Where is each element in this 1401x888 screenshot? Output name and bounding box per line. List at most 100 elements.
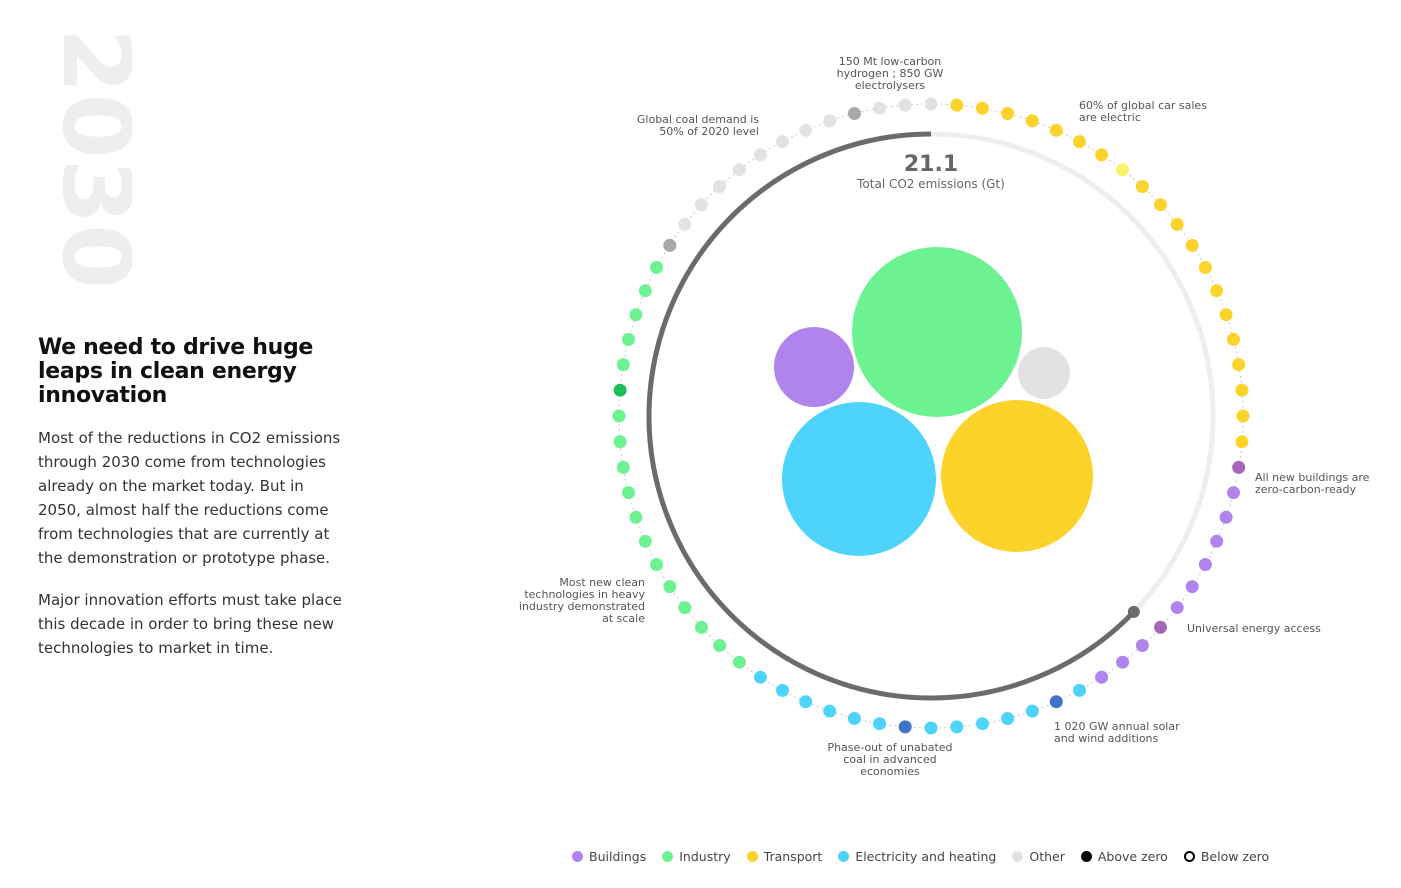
timeline-dot [1025, 114, 1039, 128]
timeline-dot [713, 180, 727, 193]
legend-swatch [746, 851, 758, 862]
milestone-label: 60% of global car sales are electric [1079, 99, 1207, 124]
timeline-dot [678, 601, 692, 615]
milestone-label: Most new clean technologies in heavy indus… [519, 576, 646, 625]
bubble-other [1018, 347, 1070, 399]
timeline-dot [1116, 163, 1130, 177]
timeline-dot [1154, 198, 1167, 212]
timeline-dot [1227, 486, 1240, 500]
timeline-dot [1049, 695, 1063, 709]
timeline-dot [1025, 704, 1039, 718]
timeline-dot [950, 98, 964, 112]
legend: Buildings Industry Transport Electricity an… [572, 849, 1269, 864]
radial-chart: 150 Mt low-carbon hydrogen ; 850 GW electr… [519, 55, 1370, 778]
milestone-label: Universal energy access [1187, 622, 1321, 635]
label-layer: 150 Mt low-carbon hydrogen ; 850 GW electr… [519, 55, 1370, 778]
timeline-dot [622, 486, 635, 500]
timeline-dot [622, 332, 635, 346]
timeline-dot [776, 135, 789, 149]
timeline-dot [1235, 383, 1249, 397]
timeline-dot [1232, 358, 1246, 372]
ring-layer [646, 131, 1216, 701]
timeline-dot [1135, 180, 1149, 193]
timeline-dot [753, 670, 767, 684]
timeline-dot [1135, 639, 1149, 652]
timeline-dot [873, 717, 887, 731]
timeline-dot [650, 558, 664, 571]
timeline-dot [1185, 238, 1199, 252]
timeline-dot [924, 721, 938, 735]
legend-label: Electricity and heating [855, 849, 997, 864]
timeline-dot [898, 98, 912, 112]
timeline-dot [1170, 217, 1184, 231]
timeline-dot [1219, 510, 1233, 524]
timeline-dot [732, 655, 746, 669]
timeline-dot [695, 198, 708, 212]
legend-swatch [1012, 851, 1024, 862]
timeline-dot [1001, 712, 1015, 725]
legend-item: Transport [746, 849, 823, 864]
legend-item: Below zero [1183, 849, 1270, 864]
timeline-dot [847, 107, 861, 120]
legend-item: Other [1012, 849, 1065, 864]
legend-swatch [662, 851, 674, 862]
timeline-dot [629, 308, 643, 322]
timeline-dot [638, 534, 652, 548]
timeline-dot [1073, 135, 1086, 149]
timeline-dot [638, 284, 652, 298]
legend-item: Electricity and heating [838, 849, 996, 864]
total-label: Total CO2 emissions (Gt) [856, 177, 1005, 191]
timeline-dot [613, 383, 627, 397]
legend-swatch [572, 851, 583, 862]
timeline-dot [1219, 308, 1233, 322]
milestone-label: Phase-out of unabated coal in advanced eco… [827, 741, 952, 778]
timeline-dot [663, 238, 677, 252]
timeline-dot [950, 720, 964, 734]
progress-arc [646, 131, 1136, 701]
timeline-dot [799, 123, 813, 137]
timeline-dot [616, 358, 630, 372]
bubble-electricity-and-heating [782, 402, 936, 556]
legend-label: Above zero [1097, 849, 1168, 864]
paragraph-2: Major innovation efforts must take place… [38, 591, 342, 657]
milestone-label: Global coal demand is 50% of 2020 level [637, 113, 759, 138]
legend-label: Other [1029, 849, 1065, 864]
paragraph-1: Most of the reductions in CO2 emissions … [38, 429, 341, 567]
intro-panel: We need to drive huge leaps in clean ene… [38, 336, 343, 678]
timeline-dot [753, 148, 767, 162]
timeline-dot [1116, 655, 1130, 669]
legend-label: Industry [679, 849, 731, 864]
timeline-dot [847, 712, 861, 725]
legend-label: Transport [763, 849, 823, 864]
timeline-dot [678, 217, 692, 231]
timeline-dot [695, 620, 708, 634]
timeline-dot [873, 101, 887, 115]
milestone-label: All new buildings are zero-carbon-ready [1255, 471, 1370, 496]
milestone-label: 1 020 GW annual solar and wind additions [1054, 720, 1180, 745]
timeline-dot [799, 695, 813, 709]
timeline-dot [1170, 601, 1184, 615]
timeline-dot [924, 97, 938, 111]
timeline-dot [975, 101, 989, 115]
timeline-dot [1198, 558, 1212, 571]
legend-swatch [838, 851, 850, 862]
bubble-buildings [774, 327, 854, 407]
timeline-dot [1198, 261, 1212, 274]
bubble-industry [852, 247, 1022, 417]
timeline-dot [776, 683, 789, 697]
timeline-dot [1095, 670, 1109, 684]
timeline-dot [1073, 683, 1086, 697]
legend-label: Below zero [1200, 849, 1270, 864]
timeline-dot [732, 163, 746, 177]
bubble-transport [941, 400, 1093, 552]
legend-item: Buildings [572, 849, 646, 864]
timeline-dot [616, 460, 630, 474]
timeline-dot [823, 114, 837, 128]
legend-swatch [1183, 851, 1195, 862]
timeline-dot [1185, 580, 1199, 594]
timeline-dot [613, 435, 627, 449]
timeline-dot [650, 261, 664, 274]
timeline-dot [1001, 107, 1015, 120]
headline: We need to drive huge leaps in clean ene… [38, 335, 314, 408]
legend-item: Industry [662, 849, 731, 864]
